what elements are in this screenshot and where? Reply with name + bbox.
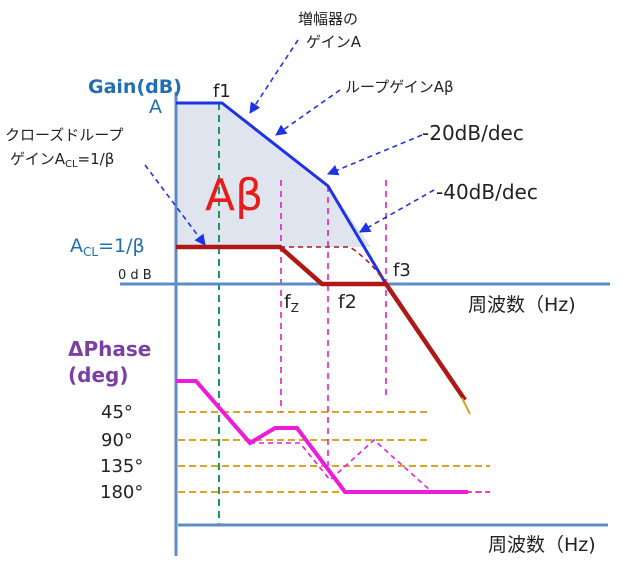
phase-curve	[176, 379, 468, 494]
loop-gain-area	[176, 103, 371, 247]
slope-40-label: -40dB/dec	[436, 180, 538, 204]
phase-axis-title-line1: ΔPhase	[68, 337, 151, 361]
closed-loop-tail	[461, 397, 471, 415]
slope-20-label: -20dB/dec	[422, 121, 524, 145]
y-label-acl: ACL=1/β	[70, 235, 145, 259]
annotation-arrows	[144, 39, 435, 246]
label-f3: f3	[393, 260, 411, 281]
open-loop-gain-curve	[176, 101, 388, 285]
label-fz: fZ	[284, 291, 299, 315]
note-amp-gain-line2: ゲインA	[306, 33, 362, 51]
closed-loop-approx-dashed	[280, 246, 387, 285]
phase-tick-135: 135°	[100, 456, 143, 477]
note-closed-loop-line2: ゲインACL=1/β	[10, 150, 114, 170]
phase-tick-45: 45°	[101, 402, 133, 423]
loop-gain-label: Aβ	[205, 170, 263, 221]
y-label-A: A	[149, 96, 162, 118]
phase-tick-90: 90°	[101, 430, 133, 451]
freq-axis-label-top: 周波数（Hz)	[468, 294, 576, 316]
gain-axis-title: Gain(dB)	[88, 76, 182, 98]
phase-axis-title-line2: (deg)	[68, 363, 128, 387]
label-f1: f1	[213, 81, 231, 102]
freq-axis-label-bottom: 周波数（Hz)	[488, 534, 596, 556]
note-loop-gain: ループゲインAβ	[345, 78, 454, 96]
phase-curve-dashed	[250, 438, 490, 493]
y-label-0db: 0 d B	[118, 268, 152, 283]
note-amp-gain-line1: 増幅器の	[298, 10, 358, 28]
note-closed-loop-line1: クローズドループ	[5, 126, 123, 144]
label-f2: f2	[338, 291, 357, 313]
closed-loop-gain-curve	[176, 244, 467, 402]
phase-tick-180: 180°	[100, 482, 143, 503]
